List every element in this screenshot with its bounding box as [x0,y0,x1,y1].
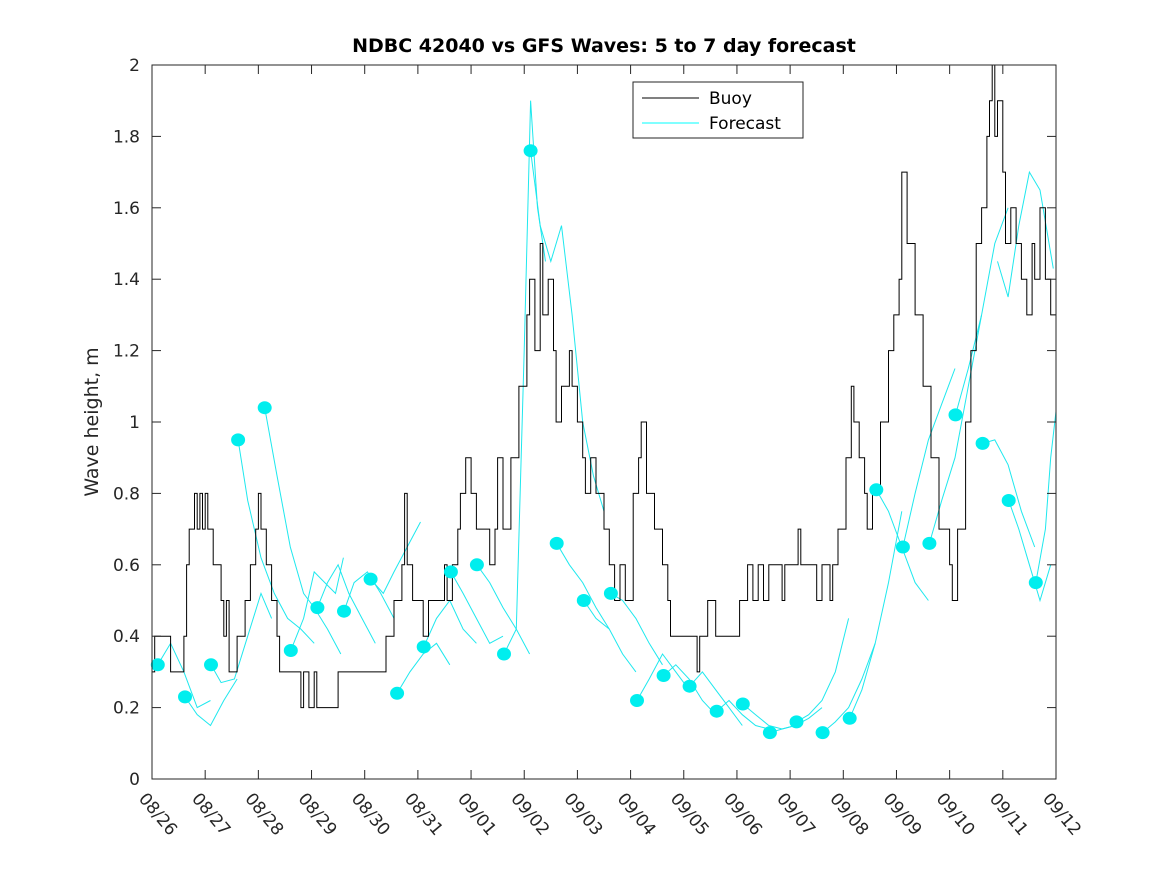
legend-label-forecast: Forecast [709,114,781,134]
forecast-line [530,150,605,512]
forecast-marker [975,436,990,450]
forecast-marker [310,601,325,615]
forecast-marker [630,694,644,707]
forecast-line [849,511,903,719]
forecast-marker [762,726,777,740]
forecast-marker [922,536,937,550]
forecast-line [928,314,983,544]
forecast-marker [523,144,538,158]
y-tick-label: 0.6 [113,556,140,576]
chart-title: NDBC 42040 vs GFS Waves: 5 to 7 day fore… [352,35,856,57]
plot-area [152,65,1056,779]
y-tick-label: 0 [129,770,140,790]
forecast-marker [1028,576,1043,590]
forecast-marker [283,644,298,657]
forecast-marker [257,401,272,415]
forecast-marker [443,565,458,579]
legend: Buoy Forecast [632,81,804,139]
forecast-line [716,699,769,730]
forecast-line [902,368,956,548]
forecast-line [370,521,421,595]
forecast-line [316,563,376,644]
forecast-line [955,207,1009,416]
forecast-marker [416,640,431,654]
y-tick-label: 0.2 [113,699,140,719]
forecast-marker [869,483,884,497]
forecast-marker [735,697,750,711]
forecast-line [237,439,315,644]
forecast-marker [469,558,484,572]
forecast-line [583,600,637,673]
forecast-marker [815,726,830,740]
y-tick-label: 1.4 [113,270,140,290]
forecast-line [290,557,344,651]
y-tick-label: 1.6 [113,199,140,219]
forecast-marker [1001,494,1016,507]
forecast-line [822,643,876,733]
forecast-marker [789,715,804,729]
series-layer [150,64,1057,740]
forecast-line [1008,500,1052,603]
forecast-marker [709,704,724,718]
forecast-marker [682,679,697,693]
forecast-marker [656,669,671,682]
forecast-marker [204,658,218,672]
forecast-marker [337,604,351,618]
forecast-line [450,571,504,644]
forecast-line [476,564,531,655]
y-tick-label: 1.2 [113,342,140,362]
forecast-line [663,664,717,716]
forecast-line [264,407,342,655]
forecast-marker [842,711,857,725]
forecast-line [184,678,238,727]
forecast-line [396,642,451,694]
forecast-marker [948,408,963,422]
forecast-line [556,543,610,630]
forecast-line [982,439,1036,548]
forecast-marker [150,658,165,672]
forecast-marker [231,433,246,447]
legend-label-buoy: Buoy [709,89,752,109]
forecast-line [689,671,743,726]
forecast-marker [178,690,192,704]
y-tick-label: 0.8 [113,484,140,504]
forecast-line [610,592,663,666]
forecast-marker [363,572,378,586]
y-axis-label: Wave height, m [81,347,103,496]
forecast-marker [895,540,910,554]
forecast-marker [576,594,591,607]
y-tick-label: 0.4 [113,627,140,647]
forecast-marker [549,536,564,550]
forecast-marker [497,647,511,661]
forecast-line [636,653,690,701]
forecast-line [343,571,395,619]
y-tick-label: 1 [129,413,140,433]
legend-box [632,81,804,139]
y-tick-label: 2 [129,56,140,76]
buoy-line [152,64,1057,709]
forecast-marker [603,586,618,600]
y-tick-label: 1.8 [113,127,140,147]
forecast-line [210,591,273,684]
forecast-line [796,618,850,723]
forecast-marker [390,686,405,700]
forecast-line [997,170,1054,298]
